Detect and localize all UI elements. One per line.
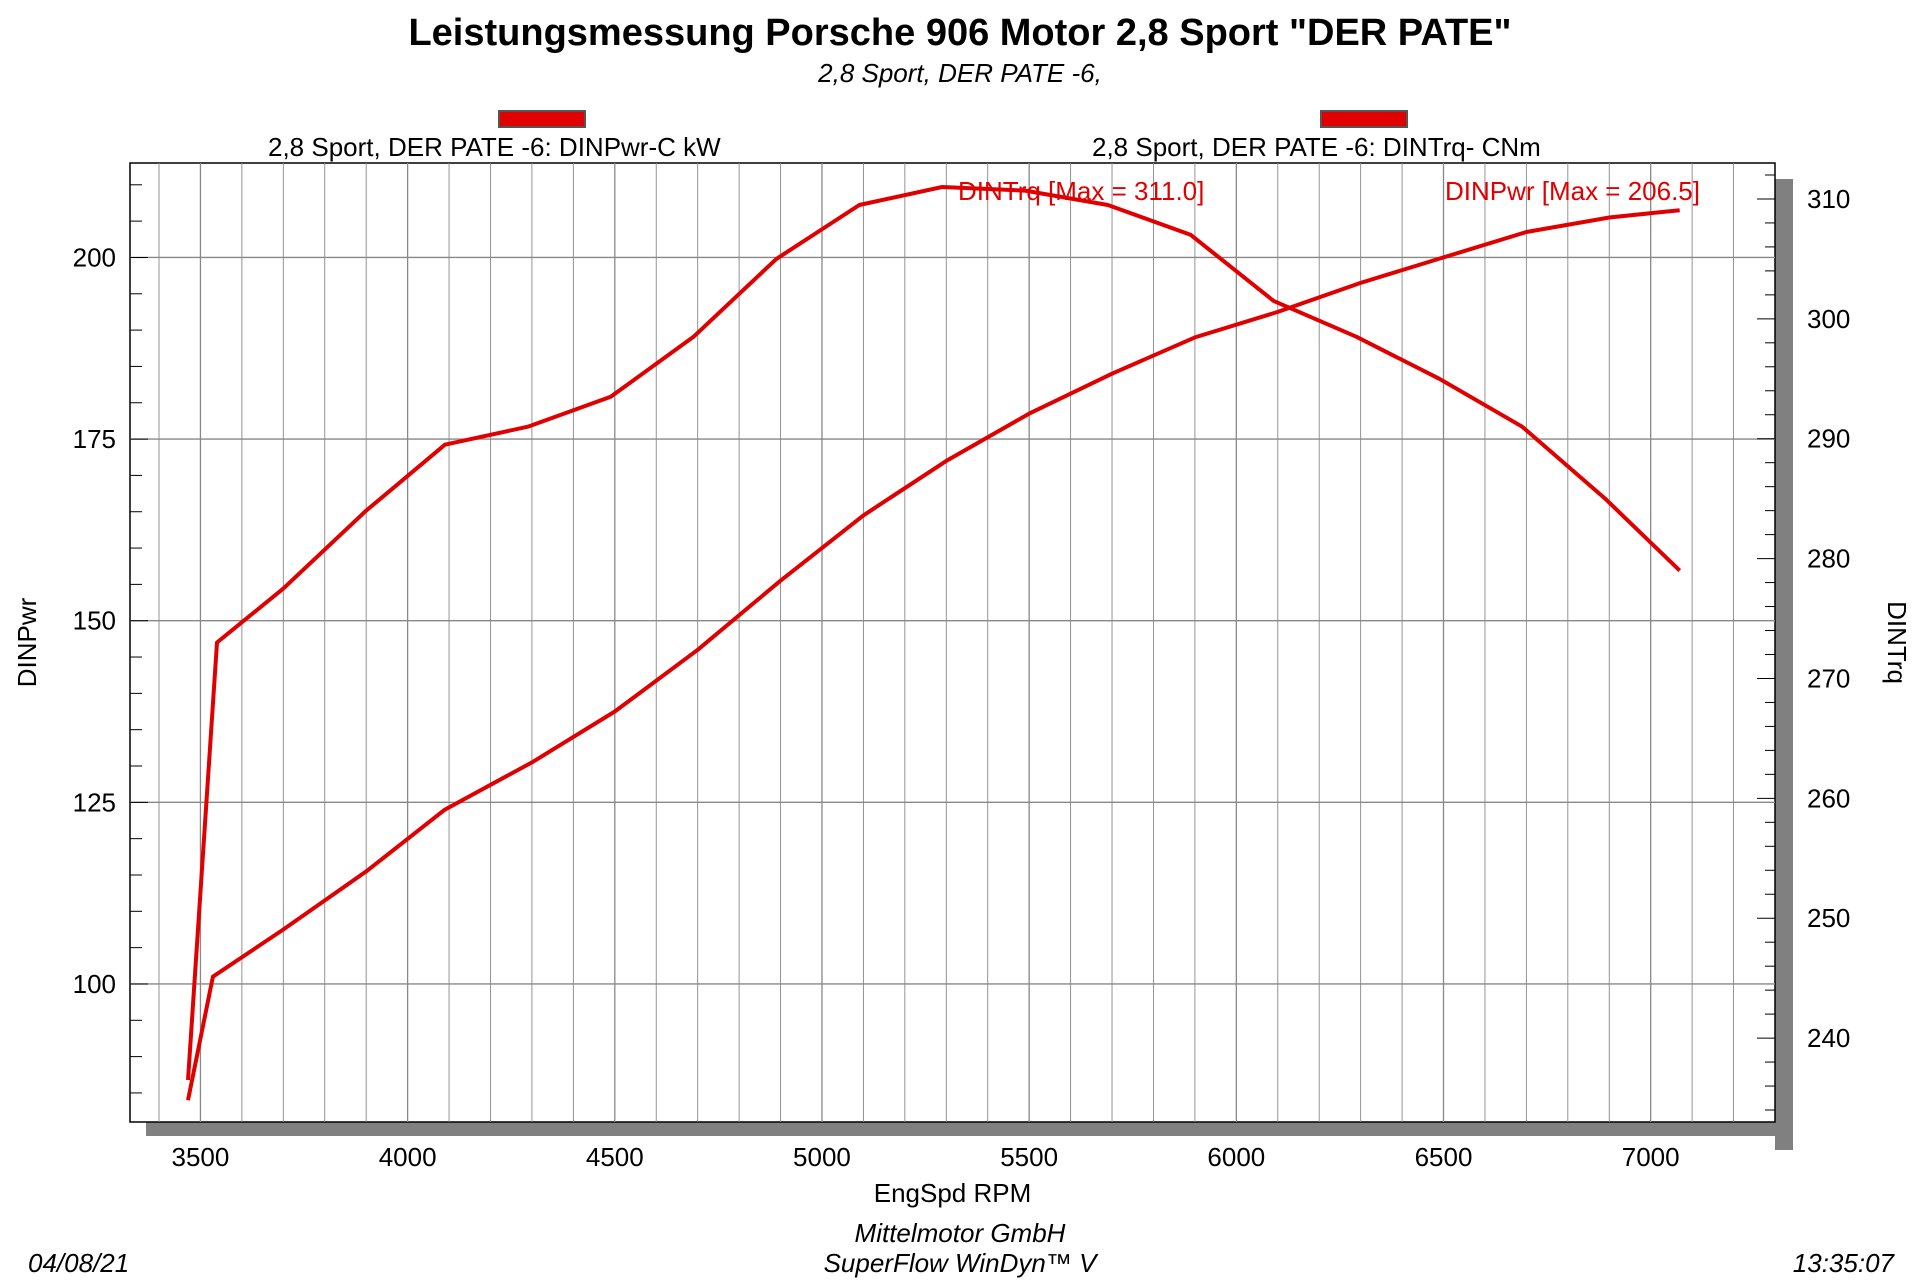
y-right-tick-label: 280 xyxy=(1807,544,1850,574)
legend-swatch-power xyxy=(498,110,586,128)
y-right-tick-label: 250 xyxy=(1807,903,1850,933)
x-tick-label: 4500 xyxy=(586,1142,644,1172)
y-right-tick-label: 260 xyxy=(1807,783,1850,813)
chart-subtitle: 2,8 Sport, DER PATE -6, xyxy=(818,58,1102,88)
footer-date: 04/08/21 xyxy=(28,1248,130,1278)
plot-area xyxy=(129,162,1776,1123)
y-right-tick-label: 240 xyxy=(1807,1023,1850,1053)
footer-company: Mittelmotor GmbH xyxy=(854,1218,1066,1248)
y-right-tick-label: 300 xyxy=(1807,304,1850,334)
legend-label-torque: 2,8 Sport, DER PATE -6: DINTrq- CNm xyxy=(1092,132,1541,162)
annotation-torque-max: DINTrq [Max = 311.0] xyxy=(958,176,1204,206)
series-line-dintrq xyxy=(186,185,1682,1081)
y-left-tick-label: 100 xyxy=(73,969,116,999)
series-line-dinpwr xyxy=(186,208,1680,1101)
legend-swatch-torque xyxy=(1320,110,1408,128)
x-tick-label: 6500 xyxy=(1415,1142,1473,1172)
y-left-tick-label: 200 xyxy=(73,242,116,272)
plot-shadow-right xyxy=(1775,179,1793,1150)
plot-shadow-bottom xyxy=(146,1122,1793,1136)
legend-label-power: 2,8 Sport, DER PATE -6: DINPwr-C kW xyxy=(268,132,721,162)
chart-title: Leistungsmessung Porsche 906 Motor 2,8 S… xyxy=(408,12,1512,54)
x-axis-label: EngSpd RPM xyxy=(874,1178,1032,1208)
x-tick-label: 3500 xyxy=(172,1142,230,1172)
y-right-tick-label: 270 xyxy=(1807,663,1850,693)
y-right-tick-label: 290 xyxy=(1807,424,1850,454)
footer-software: SuperFlow WinDyn™ V xyxy=(823,1248,1097,1278)
y-left-tick-label: 150 xyxy=(73,606,116,636)
footer-time: 13:35:07 xyxy=(1792,1248,1894,1278)
y-left-tick-label: 175 xyxy=(73,424,116,454)
x-tick-label: 6000 xyxy=(1207,1142,1265,1172)
x-tick-label: 5500 xyxy=(1000,1142,1058,1172)
x-tick-label: 5000 xyxy=(793,1142,851,1172)
y-right-tick-label: 310 xyxy=(1807,184,1850,214)
y-left-axis-label: DINPwr xyxy=(12,597,42,687)
x-tick-label: 4000 xyxy=(379,1142,437,1172)
y-right-axis-label: DINTrq xyxy=(1882,601,1912,684)
y-left-tick-label: 125 xyxy=(73,787,116,817)
annotation-power-max: DINPwr [Max = 206.5] xyxy=(1445,176,1700,206)
x-tick-label: 7000 xyxy=(1622,1142,1680,1172)
